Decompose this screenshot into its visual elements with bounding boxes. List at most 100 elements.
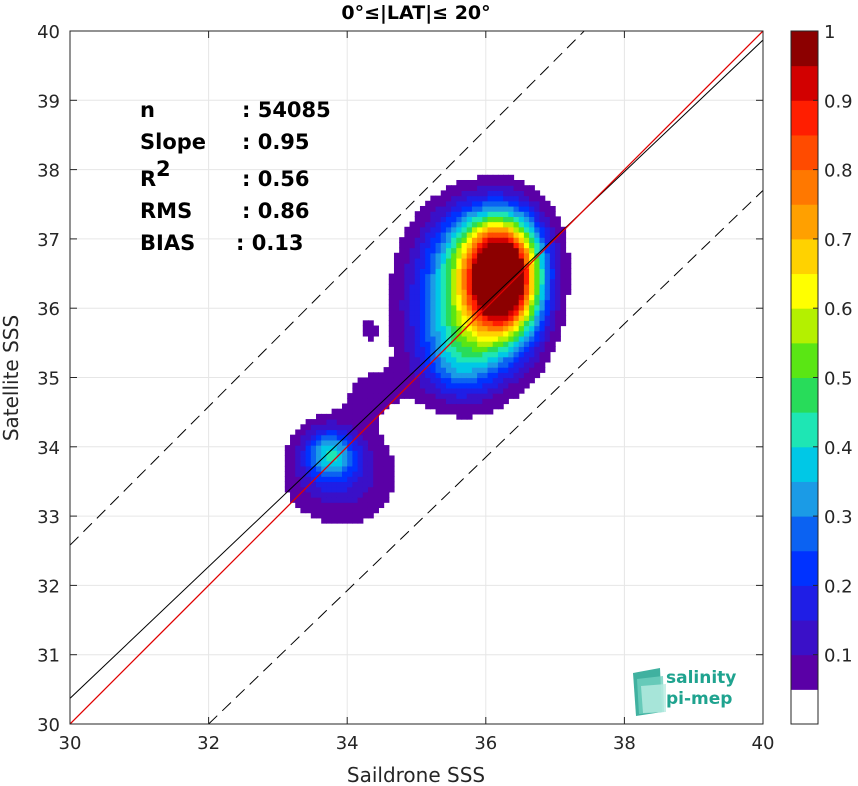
heatmap-cell	[393, 356, 400, 363]
heatmap-cell	[445, 263, 452, 269]
heatmap-cell	[383, 377, 390, 384]
heatmap-cell	[331, 429, 338, 436]
heatmap-cell	[451, 247, 457, 254]
heatmap-cell	[409, 315, 416, 321]
heatmap-cell	[539, 294, 546, 301]
heatmap-cell	[513, 237, 520, 243]
heatmap-cell	[565, 252, 572, 259]
heatmap-cell	[503, 237, 509, 243]
colorbar-segment	[791, 377, 818, 413]
heatmap-cell	[326, 455, 333, 462]
heatmap-cell	[529, 320, 535, 327]
heatmap-cell	[497, 309, 504, 316]
heatmap-cell	[435, 382, 442, 389]
heatmap-cell	[508, 367, 515, 373]
y-tick-label: 39	[37, 91, 60, 112]
heatmap-cell	[414, 278, 421, 285]
heatmap-cell	[367, 476, 374, 483]
heatmap-cell	[357, 408, 364, 415]
heatmap-cell	[477, 273, 483, 280]
heatmap-cell	[331, 455, 338, 462]
heatmap-cell	[461, 382, 468, 389]
heatmap-cell	[425, 278, 431, 285]
heatmap-cell	[523, 351, 530, 358]
heatmap-cell	[503, 325, 509, 332]
heatmap-cell	[508, 179, 515, 186]
heatmap-cell	[378, 387, 385, 394]
heatmap-cell	[492, 294, 499, 301]
heatmap-cell	[466, 413, 473, 420]
heatmap-cell	[336, 424, 343, 431]
heatmap-cell	[373, 408, 379, 415]
heatmap-cell	[430, 283, 437, 290]
heatmap-cell	[544, 200, 551, 207]
heatmap-cell	[544, 283, 551, 290]
heatmap-cell	[425, 221, 431, 228]
heatmap-cell	[508, 221, 515, 228]
heatmap-cell	[347, 481, 353, 488]
heatmap-cell	[357, 393, 364, 399]
heatmap-cell	[430, 398, 437, 405]
x-tick-label: 32	[197, 733, 220, 754]
heatmap-cell	[487, 252, 494, 259]
x-tick-label: 34	[336, 733, 359, 754]
heatmap-cell	[544, 205, 551, 212]
heatmap-cell	[523, 304, 530, 311]
heatmap-cell	[492, 231, 499, 238]
heatmap-cell	[529, 252, 535, 259]
heatmap-cell	[388, 361, 395, 368]
heatmap-cell	[513, 195, 520, 202]
heatmap-cell	[487, 195, 494, 202]
heatmap-cell	[445, 283, 452, 290]
heatmap-cell	[321, 434, 328, 441]
heatmap-cell	[435, 283, 442, 290]
heatmap-cell	[503, 226, 509, 233]
heatmap-cell	[555, 242, 561, 249]
heatmap-cell	[367, 512, 374, 519]
heatmap-cell	[549, 221, 556, 228]
heatmap-cell	[295, 476, 302, 483]
heatmap-cell	[352, 502, 359, 509]
heatmap-cell	[352, 413, 359, 420]
heatmap-cell	[555, 247, 561, 254]
heatmap-cell	[471, 387, 478, 394]
heatmap-cell	[373, 439, 379, 446]
heatmap-cell	[316, 486, 322, 493]
heatmap-cell	[399, 330, 405, 337]
heatmap-cell	[534, 268, 541, 275]
heatmap-cell	[461, 335, 468, 342]
heatmap-cell	[445, 185, 452, 191]
heatmap-cell	[451, 237, 457, 243]
heatmap-cell	[523, 237, 530, 243]
heatmap-cell	[373, 455, 379, 462]
heatmap-cell	[497, 216, 504, 223]
heatmap-cell	[471, 393, 478, 399]
heatmap-cell	[419, 263, 426, 269]
heatmap-cell	[477, 325, 483, 332]
heatmap-cell	[399, 289, 405, 295]
heatmap-cell	[565, 273, 572, 280]
heatmap-cell	[445, 247, 452, 254]
heatmap-cell	[404, 320, 411, 327]
heatmap-cell	[414, 299, 421, 306]
heatmap-cell	[482, 278, 489, 285]
heatmap-cell	[425, 263, 431, 269]
heatmap-cell	[513, 372, 520, 379]
heatmap-cell	[451, 393, 457, 399]
heatmap-cell	[445, 257, 452, 264]
heatmap-cell	[409, 372, 416, 379]
heatmap-cell	[466, 216, 473, 223]
heatmap-cell	[352, 387, 359, 394]
heatmap-cell	[342, 517, 348, 524]
heatmap-cell	[482, 247, 489, 254]
heatmap-cell	[529, 185, 535, 191]
heatmap-cell	[482, 263, 489, 269]
heatmap-cell	[414, 346, 421, 353]
heatmap-cell	[487, 242, 494, 249]
heatmap-cell	[362, 491, 369, 498]
heatmap-cell	[290, 439, 296, 446]
heatmap-cell	[310, 497, 317, 503]
colorbar-segment	[791, 204, 818, 240]
heatmap-cell	[461, 408, 468, 415]
heatmap-cell	[373, 330, 379, 337]
